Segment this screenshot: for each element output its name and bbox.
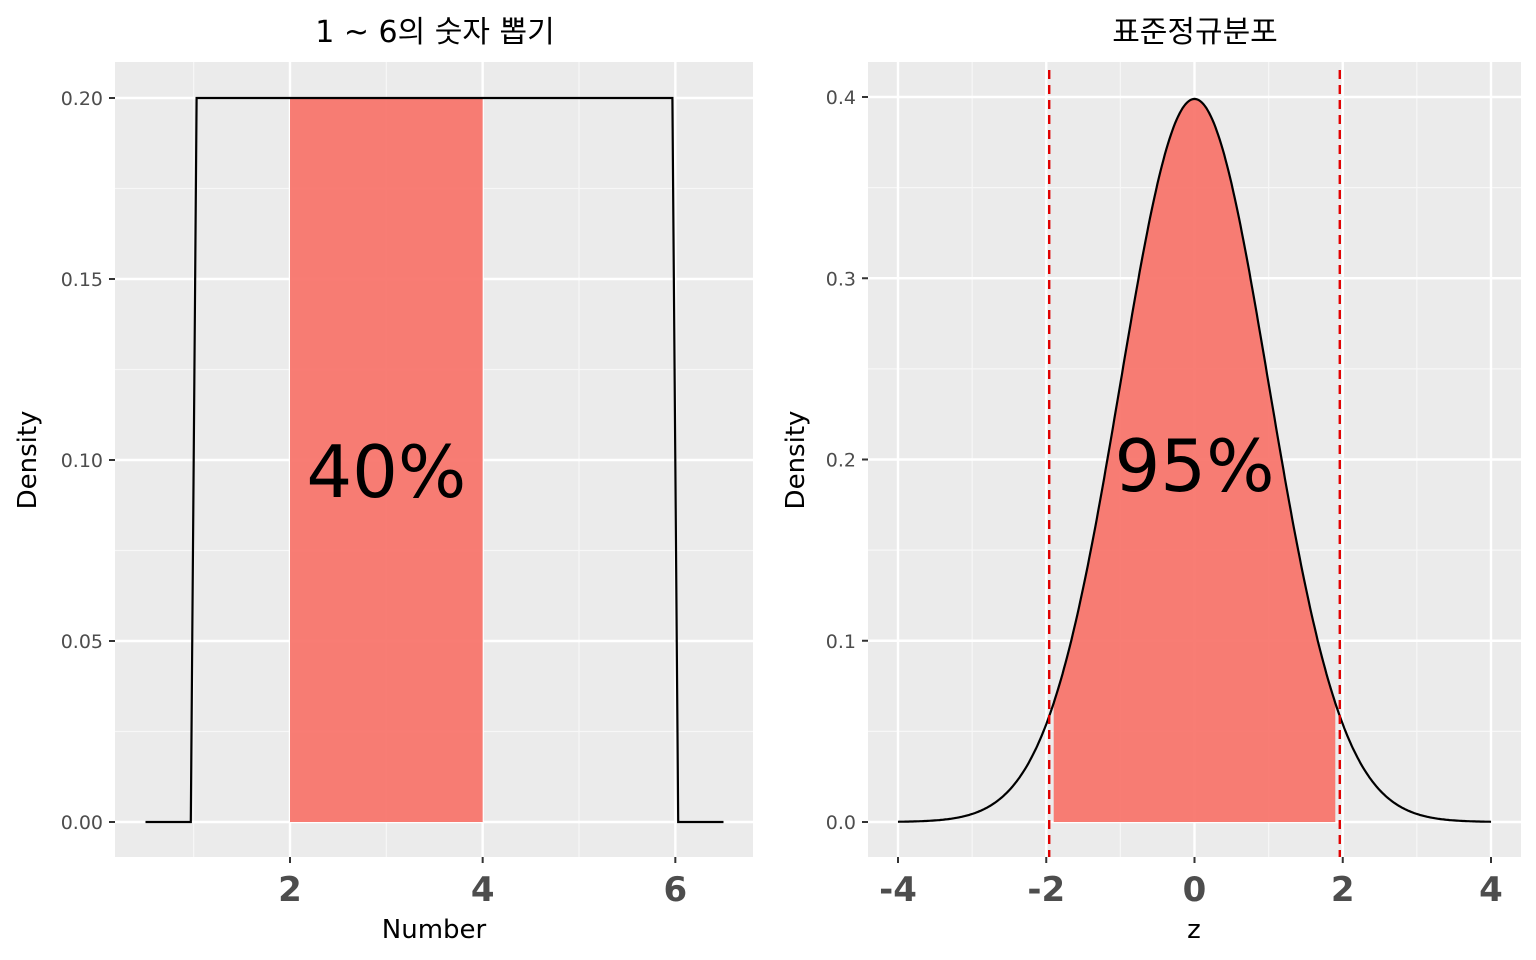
y-tick-label: 0.20	[61, 88, 103, 110]
x-tick-label: 4	[1479, 870, 1503, 910]
shaded-interval	[290, 98, 483, 822]
shaded-interval	[1053, 98, 1336, 822]
y-tick-label: 0.1	[826, 631, 856, 653]
normal-y-axis-label: Density	[781, 411, 811, 510]
y-tick-label: 0.00	[61, 812, 103, 834]
y-tick-label: 0.4	[826, 87, 856, 109]
x-tick-label: 2	[1331, 870, 1355, 910]
uniform-x-axis-label: Number	[382, 915, 487, 945]
normal-shaded-area	[1053, 98, 1336, 822]
normal-chart-title: 표준정규분포	[1112, 15, 1278, 50]
y-tick-label: 0.15	[61, 269, 103, 291]
y-tick-label: 0.05	[61, 631, 103, 653]
uniform-chart-title: 1 ~ 6의 숫자 뽑기	[315, 15, 554, 50]
density-line	[145, 96, 724, 824]
y-tick-label: 0.3	[826, 268, 856, 290]
density-curve	[897, 97, 1492, 823]
normal-percent-annotation: 95%	[1114, 424, 1274, 508]
x-tick-label: 6	[663, 870, 687, 910]
normal-density-curve	[897, 97, 1492, 823]
normal-x-axis-label: z	[1187, 915, 1201, 945]
uniform-density-line	[145, 96, 724, 824]
uniform-percent-annotation: 40%	[306, 430, 466, 514]
y-tick-label: 0.2	[826, 450, 856, 472]
critical-value-lines	[1048, 70, 1341, 857]
normal-panel: 표준정규분포 0.0 0.1 0.2 0.3 0.4 -4 -2 0 2 4 95% z Dens…	[781, 15, 1521, 945]
uniform-axis-ticks: 0.00 0.05 0.10 0.15 0.20 2 4 6	[61, 88, 687, 910]
x-tick-label: 0	[1183, 870, 1207, 910]
x-tick-label: 2	[278, 870, 302, 910]
normal-axis-ticks: 0.0 0.1 0.2 0.3 0.4 -4 -2 0 2 4	[826, 87, 1503, 910]
x-tick-label: -4	[879, 870, 917, 910]
y-tick-label: 0.10	[61, 450, 103, 472]
x-tick-label: 4	[471, 870, 495, 910]
x-tick-label: -2	[1027, 870, 1065, 910]
uniform-y-axis-label: Density	[13, 411, 43, 510]
uniform-shaded-area	[290, 98, 483, 822]
y-tick-label: 0.0	[826, 812, 856, 834]
uniform-panel: 1 ~ 6의 숫자 뽑기 0.00 0.05 0.10 0.15 0.20 2 4 6 40%…	[13, 15, 753, 945]
